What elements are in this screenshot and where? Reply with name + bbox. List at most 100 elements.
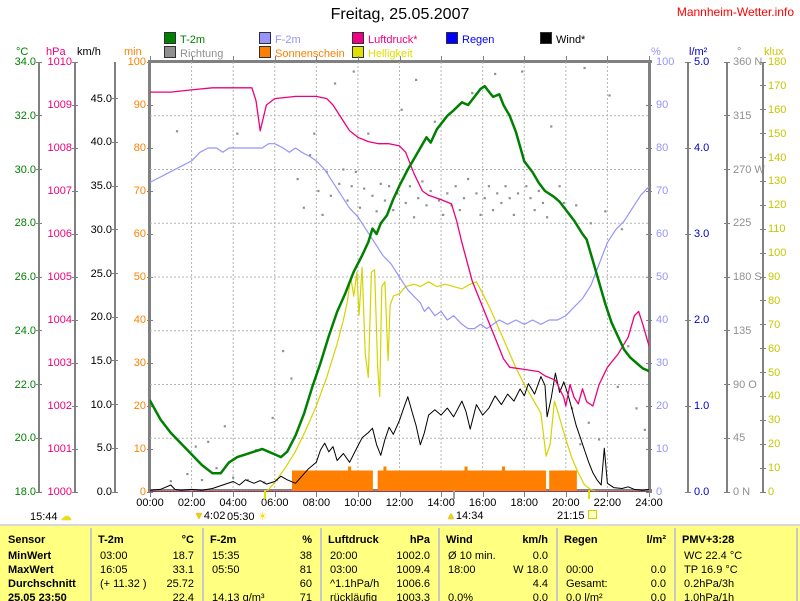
axis-tick bbox=[760, 133, 766, 135]
sunrise-time: 05:30 bbox=[227, 511, 255, 523]
axis-tick-label: 315 bbox=[733, 109, 752, 122]
axis-tick bbox=[724, 330, 730, 332]
axis-tick-label: 0 N bbox=[733, 486, 751, 498]
axis-unit-humidity: % bbox=[651, 46, 661, 58]
axis-tick bbox=[112, 98, 118, 100]
direction-dot bbox=[290, 377, 293, 380]
table-cell: W 18.0 bbox=[513, 564, 548, 576]
direction-dot bbox=[479, 213, 482, 216]
direction-dot bbox=[454, 185, 457, 188]
chart-plot-area bbox=[150, 62, 649, 492]
axis-tick bbox=[112, 447, 118, 449]
x-axis-top-tick bbox=[607, 56, 609, 60]
axis-tick bbox=[72, 491, 78, 493]
plot-border-right bbox=[648, 60, 651, 492]
direction-dot bbox=[271, 416, 274, 420]
direction-dot bbox=[635, 407, 638, 410]
axis-tick bbox=[36, 276, 42, 278]
direction-dot bbox=[537, 189, 540, 193]
sunshine-block bbox=[292, 470, 373, 492]
direction-dot bbox=[232, 476, 235, 479]
direction-dot bbox=[333, 82, 337, 85]
sunrise-tick bbox=[264, 490, 266, 499]
legend-label: F-2m bbox=[275, 34, 301, 46]
x-axis-tick bbox=[482, 492, 484, 497]
direction-dot bbox=[302, 206, 305, 209]
time-left-value: 15:44 bbox=[30, 511, 58, 523]
table-cell: 22.4 bbox=[172, 592, 194, 601]
table-cell: 15:35 bbox=[212, 550, 240, 562]
table-header-unit: °C bbox=[181, 534, 194, 546]
direction-dot bbox=[575, 204, 578, 207]
axis-tick bbox=[760, 180, 766, 182]
axis-unit-sunminutes: min bbox=[124, 46, 142, 58]
axis-tick bbox=[72, 233, 78, 235]
table-separator bbox=[320, 528, 322, 601]
x-axis-label: 08:00 bbox=[302, 497, 331, 509]
axis-tick bbox=[760, 348, 766, 350]
table-cell: Ø 10 min. bbox=[448, 550, 496, 562]
axis-tick bbox=[760, 228, 766, 230]
table-cell: 18.7 bbox=[172, 550, 194, 562]
direction-dot bbox=[317, 189, 320, 193]
axis-tick-label: 70 bbox=[656, 185, 669, 197]
table-cell: 0.0 bbox=[650, 592, 666, 601]
x-axis-top-tick bbox=[316, 56, 318, 60]
legend-label: T-2m bbox=[180, 34, 206, 46]
axis-tick bbox=[724, 222, 730, 224]
x-axis-top-tick bbox=[274, 56, 276, 60]
x-axis-tick bbox=[191, 492, 193, 497]
axis-tick-label: 160 bbox=[768, 103, 787, 116]
axis-tick-label: 10 bbox=[133, 443, 146, 455]
brand-link[interactable]: Mannheim-Wetter.info bbox=[676, 5, 794, 19]
axis-tick bbox=[724, 61, 730, 63]
x-axis-top-tick bbox=[565, 56, 567, 60]
table-header-label: F-2m bbox=[210, 534, 237, 546]
arrow-down-icon: ▼ bbox=[194, 511, 204, 522]
direction-dot bbox=[194, 445, 197, 448]
axis-tick-label: 70 bbox=[133, 185, 146, 197]
direction-dot bbox=[491, 209, 495, 212]
axis-tick bbox=[685, 233, 691, 235]
direction-dot bbox=[487, 185, 491, 188]
table-cell: 16:05 bbox=[100, 564, 128, 576]
axis-tick-label: 80 bbox=[133, 142, 146, 154]
direction-dot bbox=[508, 197, 511, 200]
direction-dot bbox=[363, 187, 366, 190]
sun-below-horizon-icon bbox=[587, 510, 597, 519]
table-cell: 05:50 bbox=[212, 564, 240, 576]
direction-dot bbox=[579, 443, 582, 446]
direction-dot bbox=[308, 154, 312, 157]
table-cell: rückläufig bbox=[330, 592, 378, 601]
axis-tick bbox=[36, 491, 42, 493]
direction-dot bbox=[169, 480, 172, 483]
x-axis-label: 24:00 bbox=[635, 497, 663, 509]
axis-tick-label: 60 bbox=[768, 342, 781, 355]
direction-dot bbox=[175, 130, 179, 133]
x-axis-label: 14:00 bbox=[427, 497, 455, 509]
sunshine-bump bbox=[501, 466, 505, 471]
axis-tick-label: 25.0 bbox=[90, 267, 112, 280]
moonset-marker: ▼4:02 bbox=[194, 510, 225, 522]
table-cell: Gesamt: bbox=[566, 578, 608, 590]
sunrise-marker: 05:30 ☀ bbox=[227, 510, 267, 523]
table-cell: 0.0 l/m² bbox=[566, 592, 603, 601]
axis-tick-label: 1002 bbox=[47, 400, 72, 412]
table-cell: 0.0 bbox=[650, 564, 666, 576]
axis-tick-label: 90 bbox=[133, 99, 146, 111]
direction-dot bbox=[404, 201, 407, 205]
axis-tick bbox=[72, 104, 78, 106]
axis-tick-label: 80 bbox=[656, 142, 669, 154]
axis-unit-temp: °C bbox=[16, 46, 29, 58]
table-separator bbox=[556, 528, 558, 601]
table-cell: 0.0 bbox=[532, 550, 548, 562]
table-cell: 0.0 bbox=[650, 578, 666, 590]
direction-dot bbox=[558, 185, 561, 188]
sonnenschein-legend-swatch-icon bbox=[259, 46, 271, 58]
direction-dot bbox=[496, 192, 499, 195]
x-axis-label: 02:00 bbox=[177, 497, 206, 509]
axis-tick-label: 80 bbox=[768, 294, 781, 307]
direction-dot bbox=[408, 185, 411, 188]
axis-tick bbox=[112, 273, 118, 274]
